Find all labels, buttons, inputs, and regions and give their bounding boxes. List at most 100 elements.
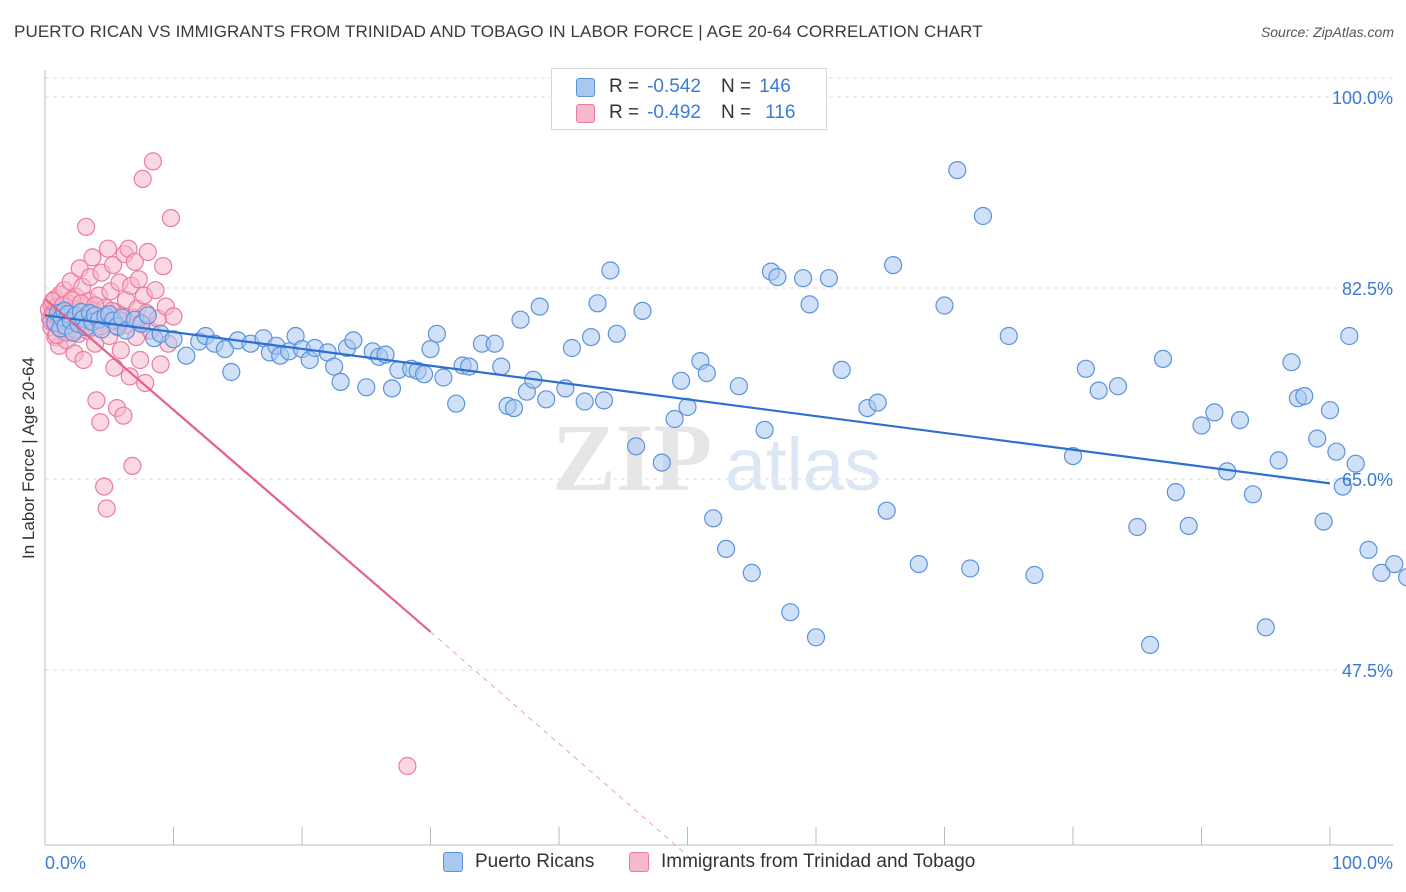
trinidad-point[interactable] [125, 252, 144, 271]
puerto-rican-point[interactable] [447, 394, 466, 413]
puerto-rican-point[interactable] [164, 330, 183, 349]
puerto-rican-point[interactable] [1179, 516, 1198, 536]
puerto-rican-point[interactable] [1256, 618, 1275, 637]
puerto-rican-point[interactable] [781, 603, 800, 622]
puerto-rican-point[interactable] [1230, 411, 1250, 430]
trinidad-point[interactable] [131, 350, 150, 370]
puerto-rican-point[interactable] [704, 509, 723, 528]
puerto-rican-point[interactable] [177, 346, 196, 365]
puerto-rican-point[interactable] [1333, 477, 1352, 496]
puerto-rican-point[interactable] [357, 378, 376, 397]
puerto-rican-point[interactable] [1243, 485, 1263, 504]
puerto-rican-point[interactable] [755, 420, 774, 439]
puerto-rican-point[interactable] [581, 328, 601, 347]
puerto-rican-point[interactable] [806, 628, 826, 647]
puerto-rican-point[interactable] [819, 269, 839, 288]
puerto-rican-point[interactable] [1359, 540, 1378, 560]
puerto-rican-point[interactable] [511, 310, 530, 329]
trinidad-point[interactable] [74, 350, 93, 370]
puerto-rican-point[interactable] [909, 554, 928, 574]
puerto-rican-point[interactable] [575, 392, 594, 411]
puerto-rican-point[interactable] [1282, 353, 1301, 372]
legend-item-trinidad[interactable]: Immigrants from Trinidad and Tobago [629, 851, 975, 873]
puerto-rican-point[interactable] [492, 357, 511, 376]
trinidad-point[interactable] [94, 477, 114, 496]
puerto-rican-point[interactable] [485, 334, 504, 353]
puerto-rican-point[interactable] [594, 391, 614, 410]
puerto-rican-point[interactable] [607, 324, 626, 343]
trinidad-point[interactable] [103, 256, 123, 275]
puerto-rican-point[interactable] [671, 371, 691, 390]
puerto-rican-point[interactable] [138, 306, 157, 325]
puerto-rican-point[interactable] [1295, 387, 1314, 406]
puerto-rican-point[interactable] [562, 338, 582, 358]
puerto-rican-point[interactable] [1398, 568, 1406, 587]
puerto-rican-point[interactable] [434, 368, 453, 387]
puerto-rican-point[interactable] [344, 331, 363, 350]
trinidad-point[interactable] [129, 270, 148, 289]
trinidad-point[interactable] [98, 239, 118, 258]
puerto-rican-point[interactable] [633, 301, 652, 320]
legend-item-puerto-ricans[interactable]: Puerto Ricans [443, 851, 594, 873]
puerto-rican-point[interactable] [729, 377, 749, 396]
trinidad-point[interactable] [87, 391, 106, 410]
puerto-rican-point[interactable] [1314, 512, 1333, 531]
trinidad-point[interactable] [143, 152, 162, 171]
puerto-rican-point[interactable] [1327, 442, 1346, 461]
puerto-rican-point[interactable] [1320, 401, 1340, 420]
puerto-rican-point[interactable] [716, 539, 736, 559]
puerto-rican-point[interactable] [601, 261, 620, 280]
trinidad-point[interactable] [154, 257, 173, 276]
puerto-rican-point[interactable] [1140, 635, 1160, 655]
puerto-rican-point[interactable] [1153, 349, 1173, 368]
trinidad-point[interactable] [151, 355, 170, 374]
puerto-rican-point[interactable] [1166, 483, 1185, 502]
trinidad-point[interactable] [105, 358, 124, 377]
trinidad-point[interactable] [114, 406, 133, 425]
puerto-rican-point[interactable] [832, 360, 851, 379]
puerto-rican-point[interactable] [948, 161, 967, 180]
puerto-rican-point[interactable] [537, 390, 556, 409]
trinidad-point[interactable] [76, 217, 96, 236]
puerto-rican-point[interactable] [415, 365, 434, 384]
puerto-rican-point[interactable] [1108, 377, 1128, 396]
puerto-rican-point[interactable] [504, 399, 524, 418]
puerto-rican-point[interactable] [1192, 416, 1211, 435]
puerto-rican-point[interactable] [382, 379, 402, 398]
trinidad-point[interactable] [83, 248, 102, 267]
puerto-rican-point[interactable] [883, 256, 903, 275]
trinidad-point[interactable] [91, 413, 110, 432]
puerto-rican-point[interactable] [973, 206, 993, 226]
puerto-rican-point[interactable] [768, 268, 787, 287]
trinidad-point[interactable] [138, 242, 157, 262]
puerto-rican-point[interactable] [1346, 454, 1365, 473]
puerto-rican-point[interactable] [1089, 381, 1108, 400]
puerto-rican-point[interactable] [427, 324, 446, 343]
puerto-rican-point[interactable] [325, 357, 344, 376]
puerto-rican-point[interactable] [222, 362, 241, 382]
trinidad-point[interactable] [146, 281, 165, 300]
puerto-rican-point[interactable] [588, 294, 607, 313]
trinidad-point[interactable] [133, 169, 152, 188]
puerto-rican-point[interactable] [1128, 517, 1147, 537]
puerto-rican-point[interactable] [331, 372, 350, 391]
trinidad-point[interactable] [398, 756, 417, 776]
puerto-rican-point[interactable] [1269, 451, 1288, 470]
puerto-rican-point[interactable] [421, 340, 440, 359]
puerto-rican-point[interactable] [793, 269, 813, 288]
puerto-rican-point[interactable] [800, 295, 819, 314]
puerto-rican-point[interactable] [215, 340, 234, 359]
trinidad-point[interactable] [120, 367, 139, 386]
puerto-rican-point[interactable] [1063, 447, 1083, 466]
puerto-rican-point[interactable] [697, 364, 716, 383]
puerto-rican-point[interactable] [1385, 554, 1404, 574]
trinidad-point[interactable] [111, 341, 130, 360]
puerto-rican-point[interactable] [530, 297, 549, 316]
puerto-rican-point[interactable] [1308, 429, 1327, 448]
trinidad-point[interactable] [161, 209, 180, 228]
puerto-rican-point[interactable] [665, 409, 684, 429]
puerto-rican-point[interactable] [868, 393, 887, 412]
puerto-rican-point[interactable] [999, 326, 1018, 346]
puerto-rican-point[interactable] [877, 501, 896, 520]
puerto-rican-point[interactable] [1076, 359, 1096, 378]
